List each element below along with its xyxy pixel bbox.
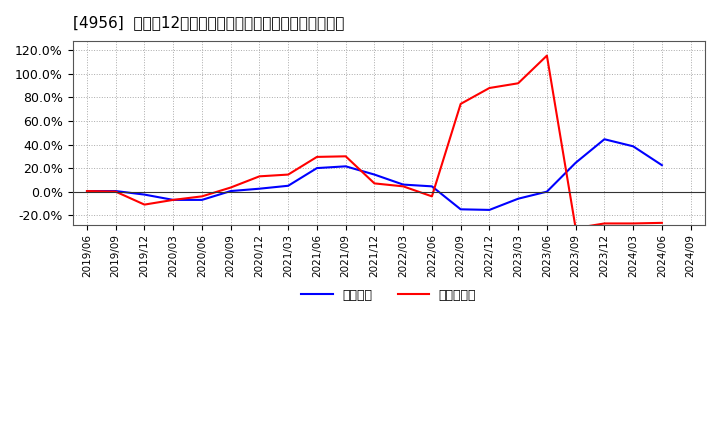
- 経常利益: [485, 207, 494, 213]
- 経常利益: [197, 197, 206, 202]
- 当期純利益: [284, 172, 292, 177]
- Line: 当期純利益: 当期純利益: [87, 55, 662, 228]
- Legend: 経常利益, 当期純利益: 経常利益, 当期純利益: [297, 283, 481, 307]
- 経常利益: [370, 172, 379, 177]
- Text: [4956]  利益だ12か月移動合計の対前年同期増減率の推移: [4956] 利益だ12か月移動合計の対前年同期増減率の推移: [73, 15, 344, 30]
- 当期純利益: [657, 220, 666, 225]
- 経常利益: [341, 164, 350, 169]
- 経常利益: [312, 165, 321, 171]
- 経常利益: [226, 188, 235, 194]
- 当期純利益: [456, 101, 465, 106]
- 経常利益: [514, 196, 523, 202]
- 当期純利益: [572, 226, 580, 231]
- 経常利益: [83, 188, 91, 194]
- 経常利益: [456, 207, 465, 212]
- 当期純利益: [514, 81, 523, 86]
- 経常利益: [543, 189, 552, 194]
- 当期純利益: [112, 189, 120, 194]
- 当期純利益: [600, 221, 608, 226]
- 当期純利益: [341, 154, 350, 159]
- 経常利益: [399, 182, 408, 187]
- 当期純利益: [399, 184, 408, 189]
- Line: 経常利益: 経常利益: [87, 139, 662, 210]
- 経常利益: [255, 186, 264, 191]
- 当期純利益: [370, 181, 379, 186]
- 当期純利益: [197, 194, 206, 199]
- 当期純利益: [543, 53, 552, 58]
- 経常利益: [140, 192, 149, 197]
- 当期純利益: [629, 221, 637, 226]
- 当期純利益: [140, 202, 149, 207]
- 当期純利益: [312, 154, 321, 160]
- 経常利益: [112, 188, 120, 194]
- 経常利益: [428, 184, 436, 189]
- 当期純利益: [83, 188, 91, 194]
- 当期純利益: [169, 197, 178, 202]
- 当期純利益: [226, 185, 235, 190]
- 経常利益: [572, 160, 580, 165]
- 経常利益: [657, 162, 666, 168]
- 経常利益: [169, 197, 178, 202]
- 当期純利益: [428, 194, 436, 199]
- 経常利益: [600, 136, 608, 142]
- 当期純利益: [485, 85, 494, 91]
- 経常利益: [629, 144, 637, 149]
- 経常利益: [284, 183, 292, 188]
- 当期純利益: [255, 174, 264, 179]
